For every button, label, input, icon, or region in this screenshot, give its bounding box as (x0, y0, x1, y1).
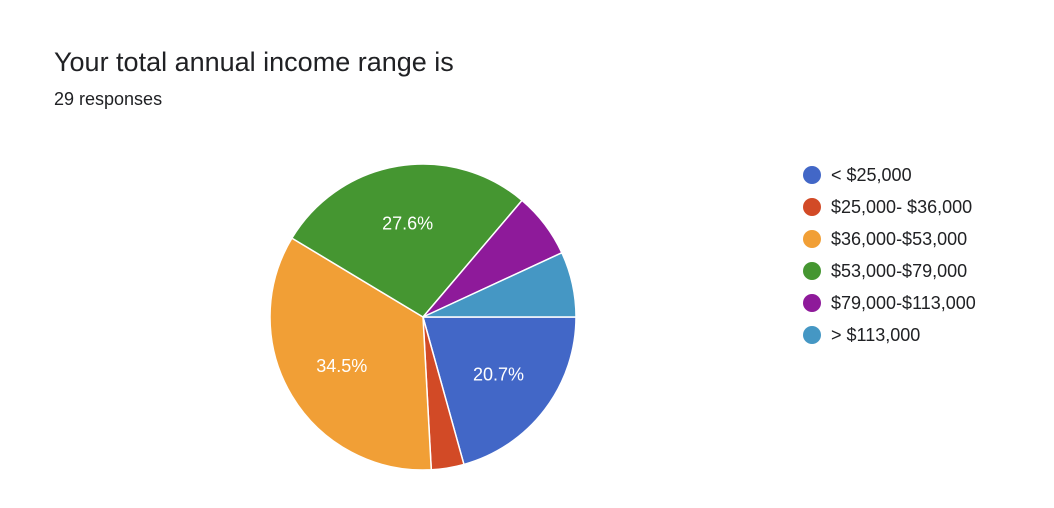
pie-slice-3[interactable] (290, 163, 524, 318)
legend-label-0: < $25,000 (831, 165, 912, 185)
legend-label-3: $53,000-$79,000 (831, 261, 967, 281)
legend-swatch-3 (803, 262, 821, 280)
legend-swatch-1 (803, 198, 821, 216)
pie-slice-0[interactable] (422, 316, 577, 466)
legend-item-5[interactable]: > $113,000 (803, 325, 920, 345)
response-count: 29 responses (54, 89, 163, 109)
chart-title: Your total annual income range is (54, 47, 454, 77)
legend: < $25,000 $25,000- $36,000 $36,000-$53,000… (803, 165, 976, 345)
legend-item-4[interactable]: $79,000-$113,000 (803, 293, 976, 313)
legend-label-1: $25,000- $36,000 (831, 197, 972, 217)
legend-label-2: $36,000-$53,000 (831, 229, 967, 249)
pie-labels: 20.7% 34.5% 27.6% (316, 213, 524, 384)
pie-slice-2[interactable] (269, 237, 433, 471)
slice-percent-label-2: 34.5% (316, 356, 367, 376)
slice-percent-label-3: 27.6% (382, 213, 433, 233)
legend-swatch-5 (803, 326, 821, 344)
legend-label-5: > $113,000 (831, 325, 920, 345)
slice-percent-label-0: 20.7% (473, 364, 524, 384)
legend-label-4: $79,000-$113,000 (831, 293, 976, 313)
legend-item-3[interactable]: $53,000-$79,000 (803, 261, 967, 281)
legend-item-1[interactable]: $25,000- $36,000 (803, 197, 972, 217)
legend-item-0[interactable]: < $25,000 (803, 165, 912, 185)
legend-item-2[interactable]: $36,000-$53,000 (803, 229, 967, 249)
pie-slice-5[interactable] (422, 251, 577, 318)
legend-swatch-4 (803, 294, 821, 312)
pie-slices (269, 163, 577, 471)
legend-swatch-0 (803, 166, 821, 184)
legend-swatch-2 (803, 230, 821, 248)
